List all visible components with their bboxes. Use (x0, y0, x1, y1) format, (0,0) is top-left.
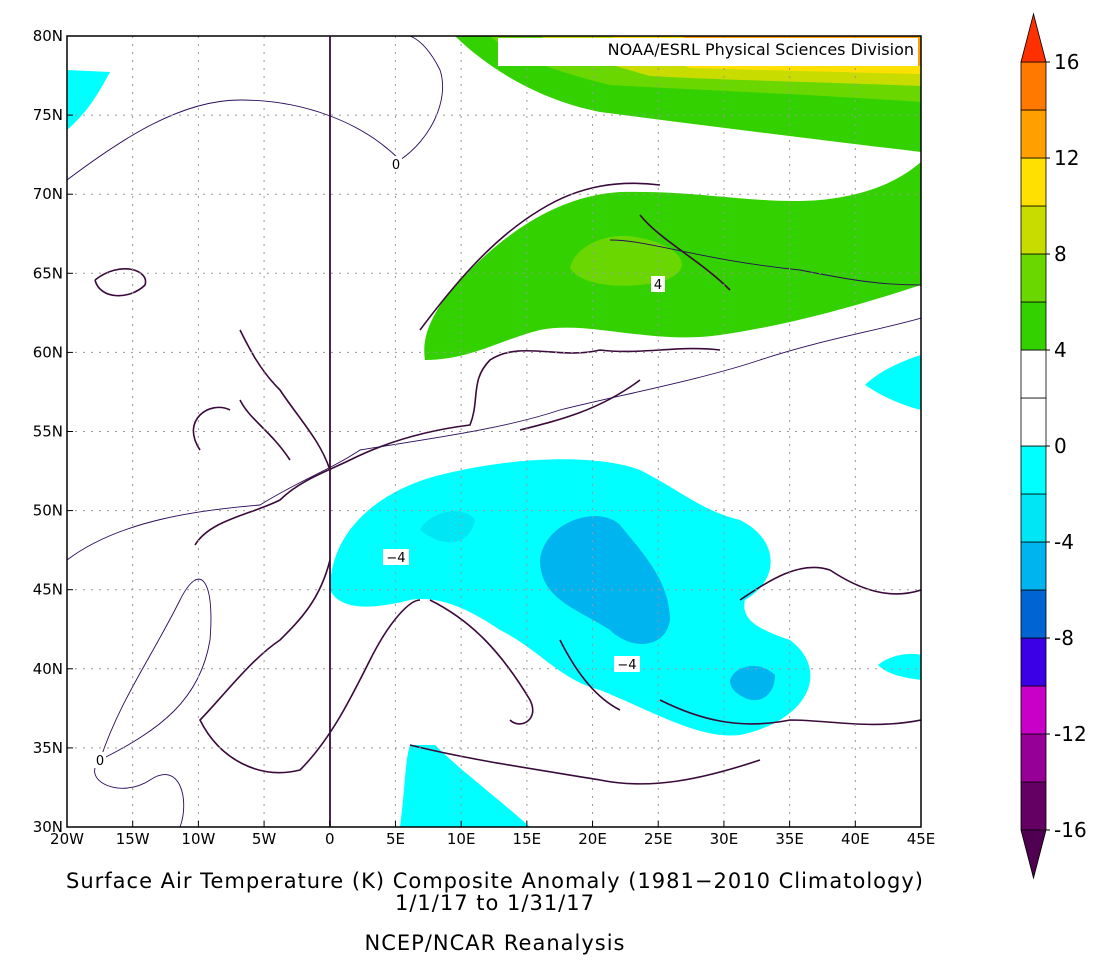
colorbar-label: 16 (1054, 50, 1079, 74)
x-tick-label: 15E (513, 830, 542, 848)
contour-line (94, 578, 212, 827)
y-tick-label: 45N (33, 581, 63, 599)
contour-labels: 0 0 4 −4 −4 (94, 156, 665, 769)
shade-negative (540, 516, 670, 644)
y-tick-label: 55N (33, 423, 63, 441)
x-tick-label: 0 (325, 830, 335, 848)
x-tick-label: 25E (644, 830, 673, 848)
x-tick-label: 30E (710, 830, 739, 848)
colorbar-label: 8 (1054, 242, 1067, 266)
contour-label: 4 (654, 278, 662, 293)
colorbar-band (1020, 301, 1047, 351)
y-tick-label: 50N (33, 502, 63, 520)
colorbar-band (1020, 445, 1047, 495)
colorbar-band (1020, 541, 1047, 591)
x-tick-label: 5W (252, 830, 277, 848)
colorbar-band (1020, 733, 1047, 783)
colorbar-band (1020, 205, 1047, 255)
y-tick-label: 75N (33, 106, 63, 124)
colorbar-extend (1020, 829, 1047, 880)
colorbar-band (1020, 589, 1047, 639)
colorbar-band (1020, 493, 1047, 543)
map-title: Surface Air Temperature (K) Composite An… (66, 869, 924, 893)
y-tick-label: 80N (33, 27, 63, 45)
x-tick-label: 35E (775, 830, 804, 848)
colorbar-label: 0 (1054, 434, 1067, 458)
x-tick-label: 10E (447, 830, 476, 848)
source-label: NOAA/ESRL Physical Sciences Division (608, 40, 914, 59)
shade-negative (67, 70, 110, 130)
coastline (94, 182, 921, 785)
date-range: 1/1/17 to 1/31/17 (395, 891, 595, 915)
contour-line (67, 317, 921, 561)
shade-negative (878, 653, 921, 680)
contour-line (67, 36, 444, 181)
y-tick-label: 70N (33, 185, 63, 203)
y-tick-label: 60N (33, 343, 63, 361)
x-tick-label: 20W (50, 830, 84, 848)
colorbar-band (1020, 685, 1047, 735)
colorbar-band (1020, 61, 1047, 111)
y-tick-label: 40N (33, 660, 63, 678)
contour-line (609, 239, 921, 286)
contour-label: 0 (96, 754, 104, 769)
contour-label: −4 (386, 551, 405, 566)
colorbar-band (1020, 349, 1047, 399)
colorbar-extend (1020, 12, 1047, 63)
colorbar-band (1020, 397, 1047, 447)
shade-positive (570, 235, 682, 286)
shade-negative (400, 745, 530, 827)
contour-label: 0 (392, 158, 400, 173)
y-tick-label: 65N (33, 264, 63, 282)
x-tick-label: 20E (578, 830, 607, 848)
colorbar-label: -8 (1054, 626, 1074, 650)
colorbar-band (1020, 781, 1047, 831)
shade-negative (420, 511, 475, 543)
colorbar-band (1020, 109, 1047, 159)
shade-negative (865, 355, 921, 410)
colorbar-label: 4 (1054, 338, 1067, 362)
colorbar-band (1020, 637, 1047, 687)
colorbar-label: -16 (1054, 818, 1087, 842)
anomaly-field (67, 36, 921, 827)
x-tick-label: 15W (116, 830, 150, 848)
colorbar-label: -12 (1054, 722, 1087, 746)
x-tick-label: 10W (181, 830, 215, 848)
x-tick-label: 40E (841, 830, 870, 848)
x-tick-label: 5E (386, 830, 405, 848)
y-tick-label: 35N (33, 739, 63, 757)
colorbar-band (1020, 253, 1047, 303)
colorbar-label: -4 (1054, 530, 1074, 554)
shade-negative (730, 665, 775, 701)
y-tick-label: 30N (33, 818, 63, 836)
colorbar-band (1020, 157, 1047, 207)
x-tick-label: 45E (907, 830, 936, 848)
contour-label: −4 (617, 658, 636, 673)
dataset-label: NCEP/NCAR Reanalysis (365, 931, 626, 955)
source-box (498, 38, 918, 66)
colorbar-label: 12 (1054, 146, 1079, 170)
